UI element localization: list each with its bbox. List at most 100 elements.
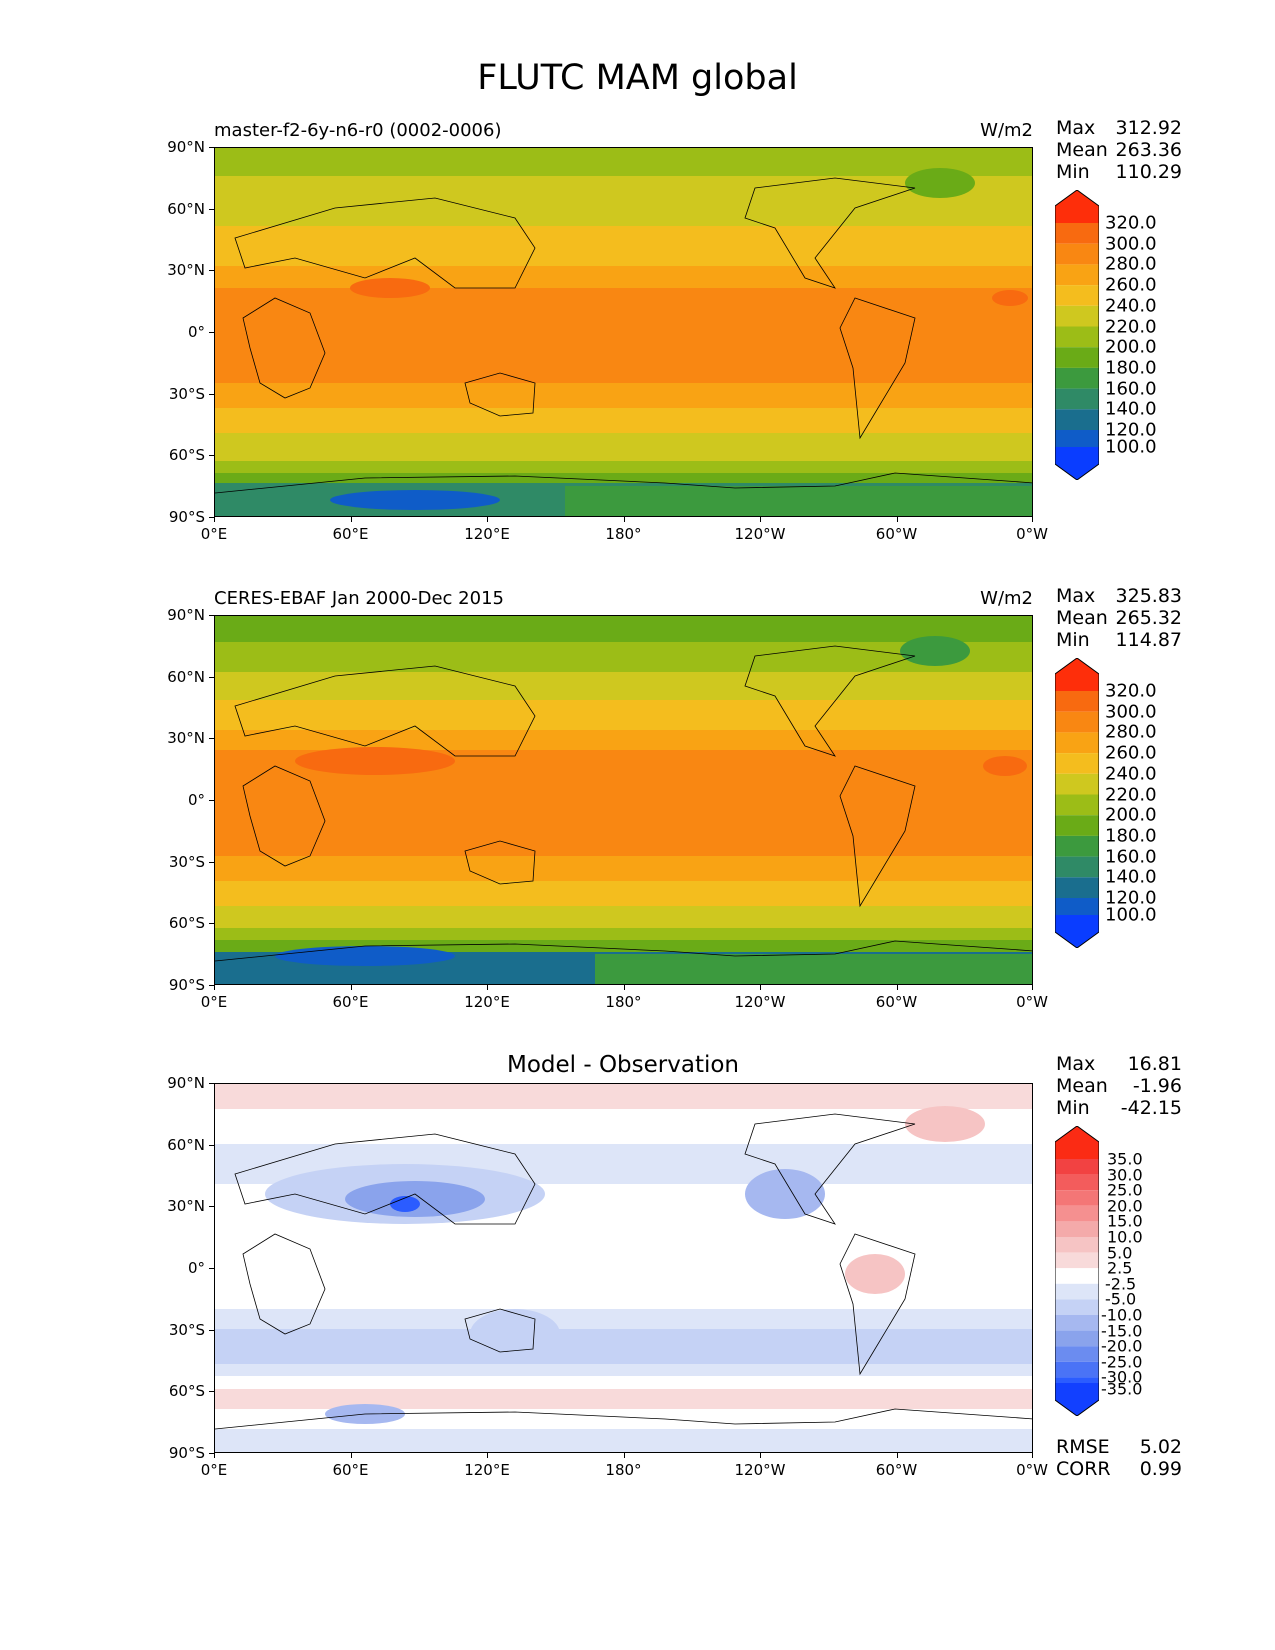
- colorbar-label: -25.0: [1101, 1352, 1143, 1372]
- colorbar-swatch: [1055, 732, 1099, 754]
- map-band: [215, 1429, 1032, 1452]
- colorbar-label: 320.0: [1105, 212, 1157, 234]
- colorbar-swatch: [1055, 285, 1099, 306]
- x-tick: [214, 985, 215, 990]
- colorbar-label: 160.0: [1105, 378, 1157, 400]
- colorbar-swatch: [1055, 367, 1099, 389]
- colorbar-label: 120.0: [1105, 887, 1157, 909]
- y-tick-label: 30°S: [168, 852, 205, 871]
- x-tick-label: 180°: [605, 993, 642, 1011]
- stat-label: Mean: [1056, 1075, 1108, 1097]
- y-tick-label: 30°S: [168, 384, 205, 403]
- y-tick: [209, 208, 214, 210]
- colorbar-label: 15.0: [1107, 1211, 1143, 1231]
- y-tick: [209, 393, 214, 395]
- x-tick-label: 120°E: [464, 1461, 510, 1479]
- x-tick: [896, 985, 898, 990]
- colorbar-label: 100.0: [1105, 436, 1157, 458]
- panel-difference: Model - Observation Max 16.81 Mean -1.96 M…: [0, 1043, 1275, 1513]
- colorbar-label: -20.0: [1101, 1336, 1143, 1356]
- x-tick-label: 0°E: [200, 525, 228, 543]
- colorbar-gradient: [1054, 189, 1100, 481]
- colorbar-swatch: [1055, 1252, 1099, 1269]
- map-band: [565, 486, 1032, 516]
- map-blob: [295, 747, 455, 775]
- colorbar-swatch: [1055, 915, 1099, 948]
- colorbar-swatch: [1055, 190, 1099, 223]
- colorbar-label: 100.0: [1105, 904, 1157, 926]
- panel-observation: CERES-EBAF Jan 2000-Dec 2015 W/m2 Max 325…: [0, 575, 1275, 1045]
- colorbar-label: 5.0: [1107, 1243, 1133, 1263]
- colorbar-label: 160.0: [1105, 846, 1157, 868]
- map-band: [215, 700, 1032, 730]
- y-tick: [209, 861, 214, 863]
- colorbar-label: 180.0: [1105, 357, 1157, 379]
- y-tick-label: 0°: [187, 323, 205, 341]
- colorbar-label: -10.0: [1101, 1305, 1143, 1325]
- panel-title: master-f2-6y-n6-r0 (0002-0006): [214, 120, 502, 141]
- figure-title: FLUTC MAM global: [477, 58, 798, 98]
- map-band: [215, 881, 1032, 906]
- x-tick-label: 120°E: [464, 525, 510, 543]
- map-field: [215, 616, 1032, 984]
- stat-value: -1.96: [1132, 1075, 1182, 1097]
- x-tick: [1032, 985, 1033, 990]
- colorbar-label: 240.0: [1105, 763, 1157, 785]
- stats-box: Max 16.81 Mean -1.96 Min -42.15: [1056, 1053, 1182, 1119]
- y-tick-label: 60°S: [168, 446, 205, 465]
- map-blob: [330, 490, 500, 510]
- stat-value: 5.02: [1139, 1436, 1182, 1458]
- map-blob: [845, 1254, 905, 1294]
- colorbar-label: 20.0: [1107, 1196, 1143, 1216]
- map-blob: [350, 278, 430, 298]
- stats-box: Max 325.83 Mean 265.32 Min 114.87: [1056, 585, 1182, 651]
- y-tick-label: 90°N: [167, 606, 205, 624]
- stats-box: Max 312.92 Mean 263.36 Min 110.29: [1056, 117, 1182, 183]
- panel-model: master-f2-6y-n6-r0 (0002-0006) W/m2 Max 3…: [0, 107, 1275, 577]
- x-tick: [350, 517, 352, 522]
- colorbar-label: 220.0: [1105, 784, 1157, 805]
- y-tick: [209, 923, 214, 925]
- stat-label: Min: [1056, 1097, 1090, 1119]
- colorbar-label: -2.5: [1105, 1274, 1137, 1294]
- colorbar-swatch: [1055, 773, 1099, 795]
- map-band: [215, 1084, 1032, 1109]
- stat-value: 114.87: [1115, 629, 1182, 651]
- colorbar-label: 280.0: [1105, 721, 1157, 743]
- colorbar-swatch: [1055, 388, 1099, 410]
- colorbar-swatch: [1055, 815, 1099, 836]
- colorbar-label: -30.0: [1101, 1367, 1143, 1387]
- colorbar-label: 140.0: [1105, 866, 1157, 888]
- colorbar-label: 220.0: [1105, 316, 1157, 337]
- y-tick: [209, 270, 214, 272]
- y-tick: [209, 332, 214, 333]
- colorbar-swatch: [1055, 1346, 1099, 1362]
- colorbar-label: 320.0: [1105, 680, 1157, 702]
- colorbar-swatch: [1055, 753, 1099, 774]
- units-label: W/m2: [980, 588, 1033, 609]
- map-blob: [275, 946, 455, 966]
- colorbar: 320.0 300.0 280.0 260.0 240.0 220.0 200.…: [1054, 657, 1157, 952]
- colorbar-swatch: [1055, 347, 1099, 368]
- y-tick: [209, 800, 214, 801]
- colorbar-swatch: [1055, 1174, 1099, 1191]
- colorbar-label: 300.0: [1105, 701, 1157, 723]
- y-tick-label: 30°N: [167, 261, 205, 280]
- stat-value: 16.81: [1127, 1053, 1182, 1075]
- stat-value: 265.32: [1115, 607, 1182, 629]
- x-tick: [214, 517, 215, 522]
- y-tick-label: 90°S: [168, 976, 205, 994]
- colorbar-label: 30.0: [1107, 1165, 1143, 1185]
- colorbar-swatch: [1055, 1315, 1099, 1331]
- map-band: [215, 1364, 1032, 1376]
- map-band: [215, 383, 1032, 408]
- colorbar-swatch: [1055, 1377, 1099, 1383]
- y-tick: [209, 147, 214, 148]
- x-tick: [896, 517, 898, 522]
- colorbar: 320.0 300.0 280.0 260.0 240.0 220.0 200.…: [1054, 189, 1157, 484]
- colorbar-swatch: [1055, 1159, 1099, 1175]
- x-tick-label: 0°W: [1016, 1461, 1048, 1479]
- x-tick-label: 0°W: [1016, 525, 1048, 543]
- map-band: [215, 730, 1032, 750]
- map-band: [215, 433, 1032, 461]
